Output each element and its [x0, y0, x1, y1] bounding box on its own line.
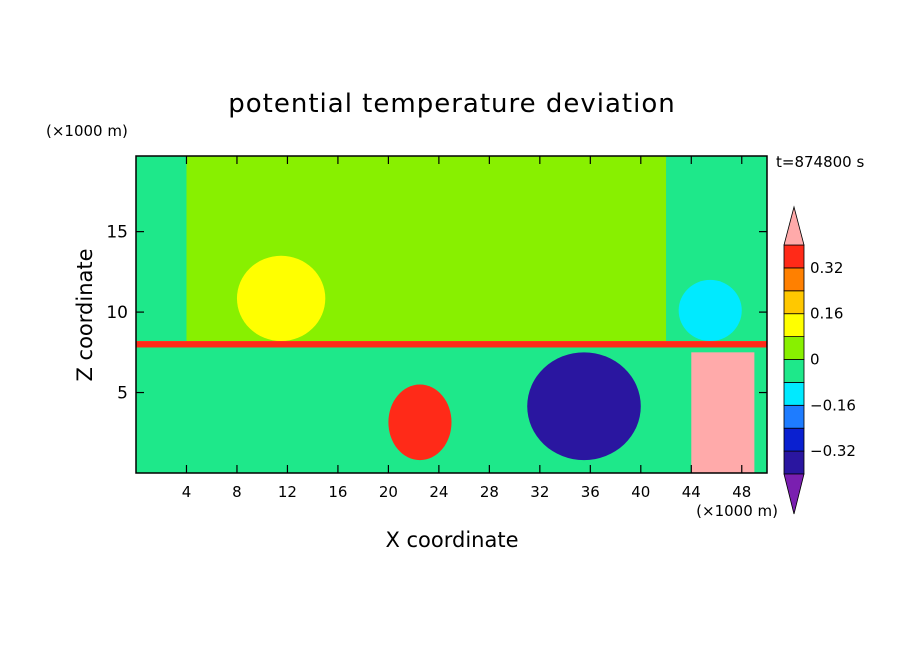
x-ticks: 4 8 12 16 20 24 28 32 36 40 44 48 [182, 156, 751, 501]
region-warm-column-right [691, 352, 755, 473]
colorbar-segment [783, 404, 805, 429]
y-tick-label: 10 [106, 303, 128, 323]
colorbar-segment [783, 450, 805, 475]
colorbar-tick-label: 0.32 [810, 259, 843, 277]
contour-field [136, 156, 767, 473]
time-label: t=874800 s [776, 153, 864, 171]
y-ticks: 5 10 15 [106, 223, 767, 404]
x-tick-label: 32 [530, 483, 549, 501]
x-unit-label: (×1000 m) [696, 502, 778, 520]
region-cold-vortex [527, 352, 641, 461]
region-warm-blob [388, 384, 452, 461]
x-tick-label: 4 [182, 483, 192, 501]
y-axis-title: Z coordinate [73, 248, 97, 381]
region-upper-left-column [136, 156, 187, 342]
y-tick-label: 5 [117, 384, 128, 404]
y-tick-label: 15 [106, 223, 128, 243]
colorbar-segment [783, 359, 805, 383]
colorbar-segment [783, 313, 805, 338]
x-tick-label: 12 [278, 483, 297, 501]
colorbar-segment [783, 427, 805, 452]
colorbar-tick-label: 0.16 [810, 305, 843, 323]
x-tick-label: 16 [328, 483, 347, 501]
region-cold-upper-right [678, 279, 742, 342]
colorbar-tick-label: −0.16 [810, 396, 856, 414]
colorbar-extend-bottom [783, 473, 805, 515]
colorbar-segment [783, 267, 805, 292]
colorbar-segment [783, 336, 805, 360]
x-tick-label: 24 [429, 483, 448, 501]
x-tick-label: 48 [732, 483, 751, 501]
plot-frame [135, 155, 768, 474]
region-interface-layer [136, 341, 767, 348]
region-warm-anomaly [236, 255, 326, 342]
colorbar-segment [783, 244, 805, 269]
y-unit-label: (×1000 m) [46, 122, 128, 140]
colorbar: 0.32 0.16 0 −0.16 −0.32 [783, 205, 856, 515]
region-lower-background [136, 347, 767, 473]
x-tick-label: 8 [232, 483, 242, 501]
colorbar-segment [783, 381, 805, 406]
colorbar-segment [783, 290, 805, 315]
x-axis-title: X coordinate [385, 528, 518, 552]
x-tick-label: 36 [581, 483, 600, 501]
x-tick-label: 28 [480, 483, 499, 501]
x-tick-label: 20 [379, 483, 398, 501]
x-tick-label: 40 [631, 483, 650, 501]
colorbar-extend-top [783, 205, 805, 246]
colorbar-tick-label: 0 [810, 351, 820, 369]
x-tick-label: 44 [682, 483, 701, 501]
chart-title: potential temperature deviation [228, 89, 675, 119]
colorbar-tick-label: −0.32 [810, 442, 856, 460]
